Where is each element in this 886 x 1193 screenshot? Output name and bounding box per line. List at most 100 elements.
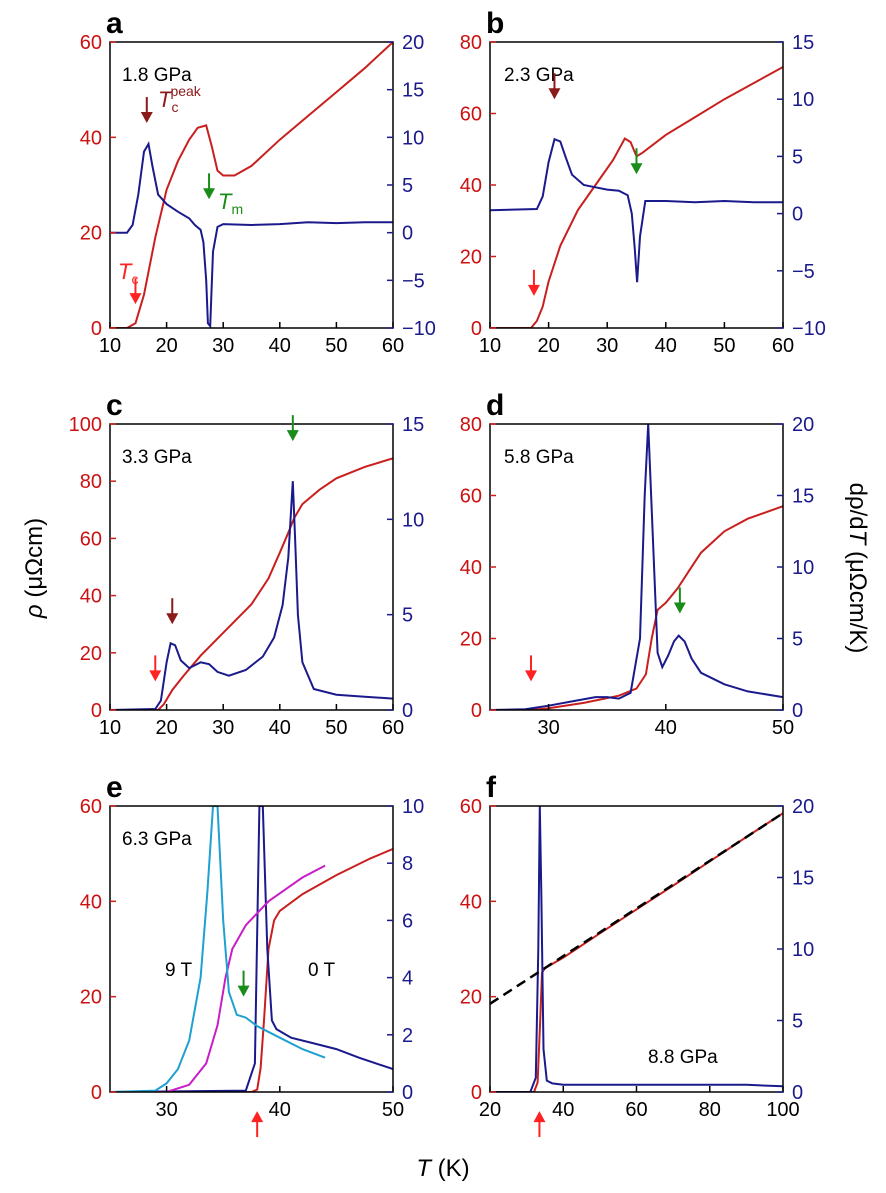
series-f-1 (490, 806, 783, 1092)
panel-letter-f: f (486, 771, 497, 804)
ytick-right-label: 5 (792, 1011, 803, 1033)
ytick-left-label: 60 (460, 486, 482, 508)
series-c-0 (110, 457, 393, 710)
ytick-right-label: −10 (792, 318, 826, 340)
annotation-a-1: Tm (218, 189, 243, 217)
ytick-left-label: 0 (471, 700, 482, 722)
ytick-right-label: 0 (402, 700, 413, 722)
xtick-label: 40 (269, 335, 291, 357)
ytick-right-label: 0 (402, 1082, 413, 1104)
ytick-left-label: 40 (80, 586, 102, 608)
field-label: 9 T (165, 960, 193, 981)
series-f-2 (490, 812, 783, 1005)
ytick-right-label: 20 (792, 796, 814, 818)
arrow-d-1 (525, 655, 538, 682)
xtick-label: 100 (766, 1099, 799, 1121)
series-e-3 (110, 806, 326, 1092)
pressure-label-d: 5.8 GPa (504, 447, 574, 468)
xtick-label: 10 (479, 335, 501, 357)
panel-letter-c: c (106, 389, 123, 422)
pressure-label-b: 2.3 GPa (504, 65, 574, 86)
ytick-right-label: 15 (792, 32, 814, 54)
series-e-0 (110, 847, 393, 1092)
series-d-1 (490, 424, 783, 710)
pressure-label-f: 8.8 GPa (648, 1047, 718, 1068)
ytick-right-label: 0 (792, 204, 803, 226)
arrow-e-1 (251, 1111, 264, 1138)
ytick-left-label: 0 (91, 1082, 102, 1104)
series-b-0 (490, 66, 783, 328)
ytick-left-label: 100 (69, 414, 102, 436)
ytick-right-label: 10 (792, 89, 814, 111)
ytick-left-label: 40 (80, 127, 102, 149)
ytick-left-label: 20 (80, 643, 102, 665)
xtick-label: 10 (99, 335, 121, 357)
arrow-e-0 (237, 970, 250, 997)
panel-letter-e: e (106, 771, 123, 804)
xtick-label: 20 (155, 335, 177, 357)
ytick-left-label: 0 (91, 318, 102, 340)
ytick-right-label: 0 (402, 223, 413, 245)
series-b-1 (490, 137, 783, 283)
panel-letter-d: d (486, 389, 504, 422)
xtick-label: 80 (699, 1099, 721, 1121)
ytick-right-label: 10 (792, 557, 814, 579)
xtick-label: 50 (325, 717, 347, 739)
xtick-label: 60 (772, 335, 794, 357)
ytick-right-label: 0 (792, 700, 803, 722)
xtick-label: 40 (552, 1099, 574, 1121)
ytick-right-label: 10 (402, 127, 424, 149)
series-d-0 (490, 505, 783, 710)
ytick-right-label: 0 (792, 1082, 803, 1104)
ytick-right-label: 10 (402, 796, 424, 818)
ytick-right-label: 10 (792, 939, 814, 961)
ytick-right-label: 15 (402, 414, 424, 436)
ytick-right-label: 20 (402, 32, 424, 54)
xtick-label: 50 (382, 1099, 404, 1121)
ytick-right-label: 5 (792, 629, 803, 651)
ytick-right-label: 15 (402, 80, 424, 102)
ytick-left-label: 40 (460, 891, 482, 913)
ytick-right-label: 8 (402, 853, 413, 875)
xtick-label: 60 (382, 717, 404, 739)
ytick-right-label: 5 (402, 605, 413, 627)
ytick-right-label: −5 (792, 261, 815, 283)
ytick-right-label: −10 (402, 318, 436, 340)
arrow-a-0 (140, 97, 153, 124)
ytick-left-label: 80 (80, 471, 102, 493)
ytick-right-label: 15 (792, 486, 814, 508)
ytick-left-label: 20 (80, 223, 102, 245)
ytick-left-label: 80 (460, 414, 482, 436)
pressure-label-e: 6.3 GPa (122, 829, 192, 850)
x-axis-label: T (K) (416, 1155, 469, 1182)
ytick-left-label: 40 (460, 557, 482, 579)
ytick-right-label: 5 (792, 146, 803, 168)
series-a-0 (110, 42, 393, 328)
ytick-left-label: 0 (471, 318, 482, 340)
ytick-left-label: 40 (80, 891, 102, 913)
arrow-b-2 (527, 269, 540, 296)
arrow-c-2 (149, 655, 162, 682)
xtick-label: 20 (479, 1099, 501, 1121)
field-label: 0 T (308, 960, 336, 981)
xtick-label: 30 (537, 717, 559, 739)
ytick-left-label: 20 (460, 987, 482, 1009)
arrow-c-1 (286, 415, 299, 442)
xtick-label: 40 (269, 717, 291, 739)
ytick-left-label: 20 (460, 247, 482, 269)
ytick-left-label: 20 (80, 987, 102, 1009)
arrow-b-0 (548, 73, 561, 100)
ytick-right-label: 2 (402, 1025, 413, 1047)
xtick-label: 40 (269, 1099, 291, 1121)
ytick-left-label: 60 (80, 796, 102, 818)
series-c-1 (110, 481, 393, 710)
xtick-label: 30 (596, 335, 618, 357)
y-axis-right-label: dρ/dT (μΩcm/K) (844, 483, 871, 654)
arrow-d-0 (673, 587, 686, 614)
y-axis-left-label: ρ (μΩcm) (21, 518, 48, 619)
xtick-label: 40 (655, 717, 677, 739)
